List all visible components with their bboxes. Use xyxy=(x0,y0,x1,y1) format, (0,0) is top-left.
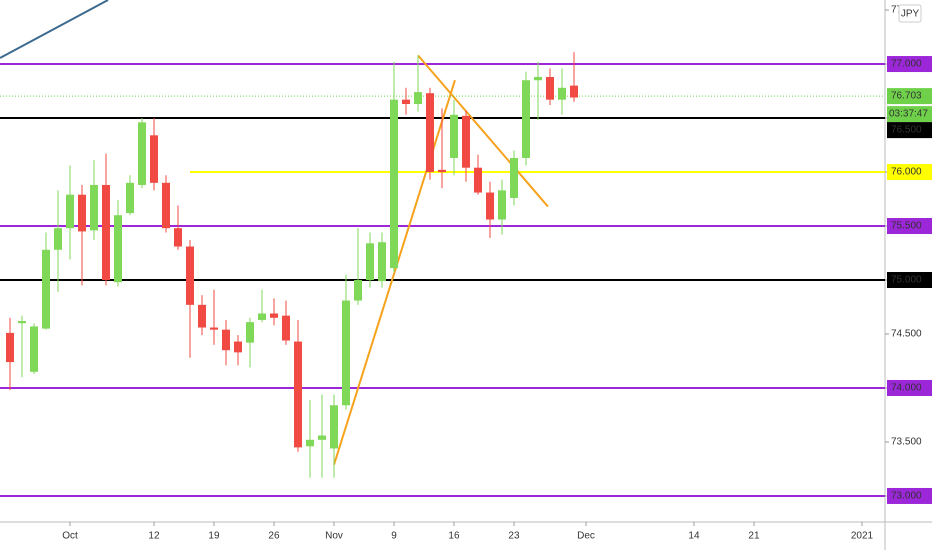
x-tick-label: 2021 xyxy=(851,531,874,542)
level-label-box xyxy=(887,122,932,139)
candle-body xyxy=(317,435,326,440)
candle-body xyxy=(245,322,254,343)
candle-body xyxy=(53,228,62,250)
candle-body xyxy=(173,228,182,247)
candle-body xyxy=(329,405,338,449)
candle-body xyxy=(557,87,566,100)
candle-body xyxy=(353,280,362,301)
x-tick-label: 23 xyxy=(508,531,520,542)
candle-body xyxy=(521,80,530,158)
y-tick-label: 73.000 xyxy=(891,491,922,502)
level-label-box xyxy=(887,272,932,289)
x-tick-label: 9 xyxy=(391,531,397,542)
candle-body xyxy=(65,194,74,229)
y-tick-label: 77.000 xyxy=(891,59,922,70)
candle-body xyxy=(209,327,218,330)
y-tick-label: 73.500 xyxy=(891,437,922,448)
x-tick-label: Dec xyxy=(577,531,595,542)
candle-body xyxy=(257,313,266,320)
level-label-box xyxy=(887,164,932,181)
candle-body xyxy=(185,246,194,305)
candle-body xyxy=(365,243,374,281)
candle-body xyxy=(149,135,158,183)
y-tick-label: 75.000 xyxy=(891,275,922,286)
candle-body xyxy=(41,249,50,329)
candle-body xyxy=(293,341,302,448)
y-tick-label: 74.000 xyxy=(891,383,922,394)
candle-body xyxy=(401,99,410,104)
candle-body xyxy=(101,184,110,281)
candle-body xyxy=(341,300,350,406)
candle-body xyxy=(533,76,542,81)
level-label-box xyxy=(887,379,932,396)
candle-body xyxy=(29,326,38,372)
candle-body xyxy=(509,157,518,198)
level-label-box xyxy=(887,218,932,235)
last-price-box xyxy=(887,88,932,105)
candle-body xyxy=(425,93,434,173)
last-price-label: 76.703 xyxy=(891,91,922,102)
candle-body xyxy=(485,192,494,220)
currency-box xyxy=(898,4,922,23)
x-tick-label: 21 xyxy=(748,531,760,542)
candle-body xyxy=(89,184,98,231)
candle-body xyxy=(281,315,290,341)
candle-body xyxy=(437,169,446,173)
candle-body xyxy=(389,99,398,269)
candle-body xyxy=(77,194,86,232)
candle-body xyxy=(269,313,278,318)
y-tick-label: 76.500 xyxy=(891,125,922,136)
candle-body xyxy=(449,114,458,158)
x-tick-label: 12 xyxy=(148,531,160,542)
plot xyxy=(0,0,885,497)
candle-body xyxy=(473,167,482,193)
trend-line xyxy=(0,0,109,59)
level-label-box xyxy=(887,56,932,73)
candle-body xyxy=(113,215,122,283)
x-tick-label: Oct xyxy=(62,531,78,542)
candle-body xyxy=(5,332,14,363)
candle-body xyxy=(377,242,386,282)
candle-body xyxy=(233,341,242,353)
currency: JPY xyxy=(901,9,920,20)
x-tick-label: 19 xyxy=(208,531,220,542)
candle-body xyxy=(461,115,470,168)
x-tick-label: 16 xyxy=(448,531,460,542)
candle-body xyxy=(569,85,578,98)
x-tick-label: 14 xyxy=(688,531,700,542)
candle-body xyxy=(221,329,230,351)
y-tick-label: 74.500 xyxy=(891,329,922,340)
candle-body xyxy=(197,304,206,328)
level-label-box xyxy=(887,487,932,504)
candle-body xyxy=(497,190,506,220)
axes: Oct 12 19 26 Nov 9 16 23 Dec 14 21 2021 76.703 03:37:… xyxy=(62,5,932,542)
candle-body xyxy=(17,321,26,324)
candle-body xyxy=(137,122,146,185)
y-tick-label: 75.500 xyxy=(891,221,922,232)
candle-body xyxy=(125,182,134,214)
countdown-label: 03:37:47 xyxy=(889,109,928,120)
candle-body xyxy=(413,92,422,104)
candle-body xyxy=(161,182,170,229)
x-tick-label: Nov xyxy=(325,531,343,542)
y-tick-label: 76.000 xyxy=(891,167,922,178)
countdown-box xyxy=(887,106,932,123)
candle-body xyxy=(305,439,314,447)
x-tick-label: 26 xyxy=(268,531,280,542)
trend-line xyxy=(417,54,549,208)
candle-body xyxy=(545,76,554,100)
